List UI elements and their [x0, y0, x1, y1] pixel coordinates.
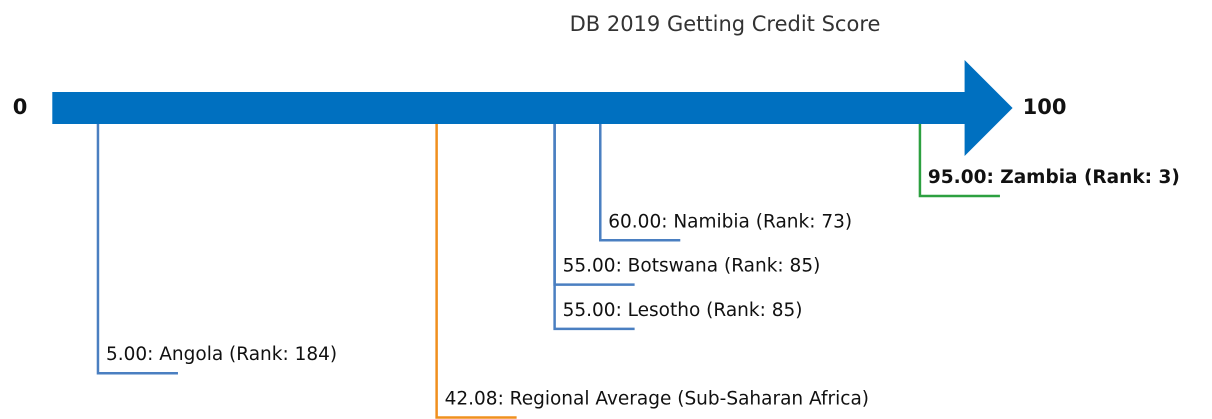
item-label: 60.00: Namibia (Rank: 73)	[608, 211, 852, 232]
leader-line	[96, 124, 178, 375]
leader-line	[918, 124, 1000, 198]
item-label: 42.08: Regional Average (Sub-Saharan Afr…	[445, 389, 869, 410]
axis-arrow-body	[52, 92, 966, 124]
x-tick-label: 0	[13, 95, 28, 119]
leader-line	[599, 124, 681, 242]
item-label: 55.00: Botswana (Rank: 85)	[563, 256, 821, 277]
leader-line	[553, 124, 635, 331]
item-label: 5.00: Angola (Rank: 184)	[106, 344, 337, 365]
item-label: 95.00: Zambia (Rank: 3)	[928, 167, 1180, 188]
chart-title: DB 2019 Getting Credit Score	[570, 12, 881, 36]
axis-arrow-head	[964, 60, 1013, 156]
x-tick-label: 100	[1023, 95, 1067, 119]
item-label: 55.00: Lesotho (Rank: 85)	[563, 300, 803, 321]
leader-line	[435, 124, 517, 419]
